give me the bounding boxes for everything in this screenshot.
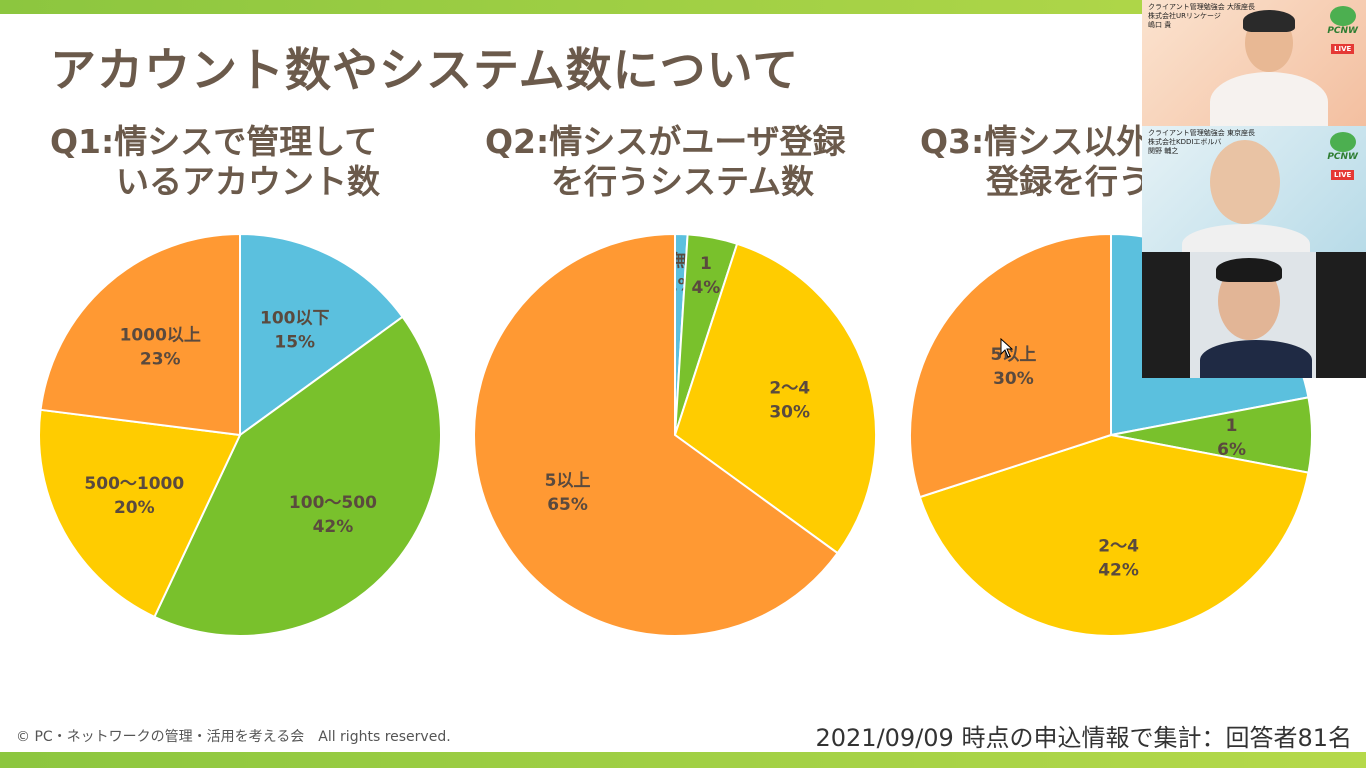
slide-title: アカウント数やシステム数について	[50, 43, 800, 97]
pie1-slice-1	[239, 232, 405, 437]
q1-title: Q1:情シスで管理して いるアカウント数	[50, 122, 380, 202]
pie1-slice-4	[39, 232, 241, 437]
pcnw-brand-2: PCNW	[1327, 152, 1358, 162]
q2-title-line2: を行うシステム数	[551, 162, 815, 201]
q1-title-line1: Q1:情シスで管理して	[50, 122, 378, 161]
webcam-tile-1: クライアント管理勉強会 大阪座長 株式会社URリンケージ 嶋口 貴 PCNW L…	[1142, 0, 1366, 126]
bottom-accent-bar	[0, 752, 1366, 768]
pie1-slice-1-label: 100以下	[260, 309, 330, 329]
webcam-tile-2: クライアント管理勉強会 東京座長 株式会社KDDIエボルバ 関野 輔之 PCNW…	[1142, 126, 1366, 252]
pie2-slice-2-pct: 4%	[691, 278, 720, 298]
pie3-slice-4	[909, 232, 1112, 499]
q2-title: Q2:情シスがユーザ登録 を行うシステム数	[485, 122, 846, 202]
pie3-slice-3-pct: 42%	[1098, 560, 1139, 580]
pie1-slice-4-pct: 23%	[140, 350, 181, 370]
pie2-slice-3-pct: 30%	[769, 403, 810, 423]
webcam-2-line2: 株式会社KDDIエボルバ	[1148, 138, 1222, 146]
pie3-slice-3-label: 2～4	[1098, 536, 1139, 556]
webcam-1-line2: 株式会社URリンケージ	[1148, 12, 1221, 20]
pcnw-logo-2: PCNW LIVE	[1327, 132, 1358, 181]
live-badge-1: LIVE	[1331, 44, 1355, 54]
pie1-slice-3	[38, 408, 242, 619]
top-accent-bar	[0, 0, 1366, 14]
pie1-slice-3-label: 500～1000	[84, 474, 184, 494]
pie2-slice-4-label: 5以上	[545, 471, 591, 491]
pie3-slice-2-label: 1	[1226, 416, 1238, 436]
q1-pie-chart: 100以下 15% 100～500 42% 500～1000 20% 1000以上 23%	[38, 232, 442, 637]
webcam-2-line1: クライアント管理勉強会 東京座長	[1148, 129, 1255, 137]
q2-title-line1: Q2:情シスがユーザ登録	[485, 122, 846, 161]
webcam-caption-2: クライアント管理勉強会 東京座長 株式会社KDDIエボルバ 関野 輔之	[1148, 129, 1255, 156]
copyright-footer: © PC・ネットワークの管理・活用を考える会 All rights reserv…	[16, 729, 451, 745]
pie3-slice-3	[918, 433, 1310, 637]
webcam-2-line3: 関野 輔之	[1148, 147, 1179, 155]
pie1-slice-4-label: 1000以上	[120, 326, 201, 346]
pie1-slice-2-pct: 42%	[313, 517, 354, 537]
pie2-slice-3-label: 2～4	[769, 379, 810, 399]
pie3-slice-4-pct: 30%	[993, 369, 1034, 389]
pie2-slice-4	[473, 232, 840, 637]
pie1-slice-1-pct: 15%	[274, 333, 315, 353]
pie2-slice-2-label: 1	[700, 254, 712, 274]
pie2-slice-3	[673, 242, 877, 555]
q3-title-line2: 登録を行う	[986, 162, 1151, 201]
webcam-caption-1: クライアント管理勉強会 大阪座長 株式会社URリンケージ 嶋口 貴	[1148, 3, 1255, 30]
pcnw-leaf-icon	[1329, 132, 1356, 152]
q3-title: Q3:情シス以外 登録を行う	[920, 122, 1151, 202]
webcam-tile-3	[1142, 252, 1366, 378]
q3-title-line1: Q3:情シス以外	[920, 122, 1150, 161]
pie1-slice-3-pct: 20%	[114, 498, 155, 518]
webcam-panel: クライアント管理勉強会 大阪座長 株式会社URリンケージ 嶋口 貴 PCNW L…	[1142, 0, 1366, 378]
q1-title-line2: いるアカウント数	[116, 162, 380, 201]
pie1-slice-2-label: 100～500	[289, 493, 377, 513]
webcam-1-line1: クライアント管理勉強会 大阪座長	[1148, 3, 1255, 11]
pie3-slice-2-pct: 6%	[1217, 440, 1246, 460]
pcnw-leaf-icon	[1329, 6, 1356, 26]
survey-note: 2021/09/09 時点の申込情報で集計：回答者81名	[815, 724, 1353, 752]
pie2-slice-4-pct: 65%	[547, 495, 588, 515]
pie1-slice-2	[153, 315, 442, 637]
mouse-cursor-icon	[1000, 338, 1014, 358]
webcam-1-line3: 嶋口 貴	[1148, 21, 1172, 29]
pcnw-logo-1: PCNW LIVE	[1327, 6, 1358, 55]
live-badge-2: LIVE	[1331, 170, 1355, 180]
pcnw-brand-1: PCNW	[1327, 26, 1358, 36]
